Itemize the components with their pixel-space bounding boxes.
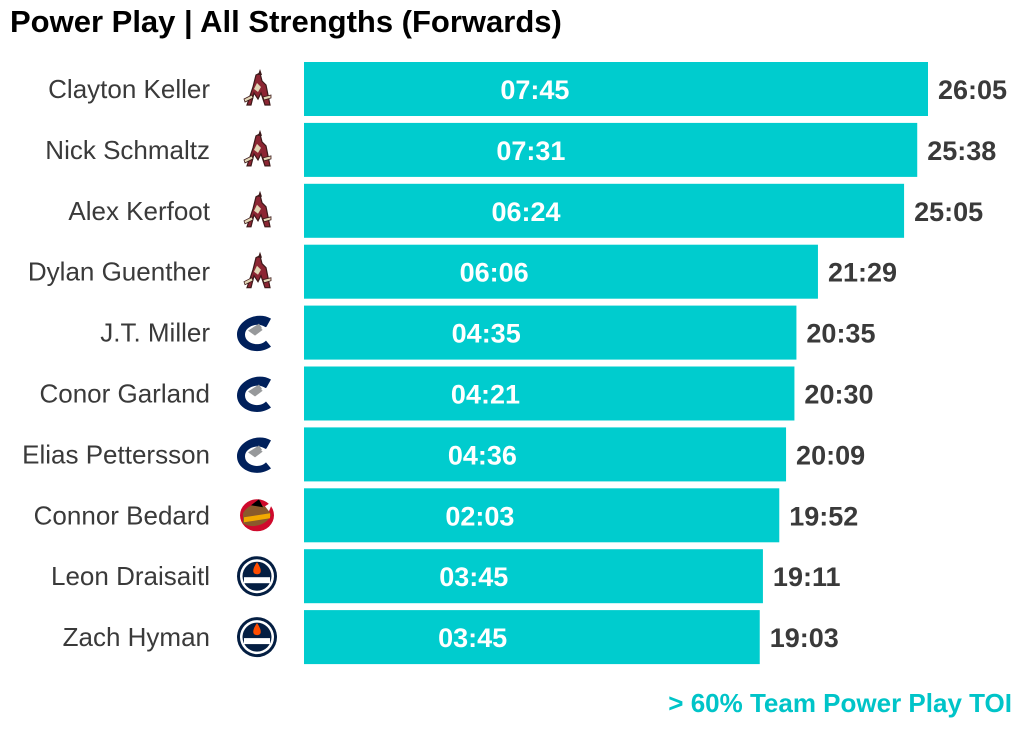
chart-title: Power Play | All Strengths (Forwards) [10, 4, 562, 39]
total-toi-label: 26:05 [938, 75, 1007, 105]
toi-bar [304, 549, 763, 604]
toi-bar [304, 183, 905, 238]
total-toi-label: 19:11 [773, 562, 841, 592]
footnote: > 60% Team Power Play TOI [668, 688, 1012, 718]
pp-toi-label: 03:45 [438, 623, 507, 653]
pp-toi-label: 03:45 [439, 562, 508, 592]
toi-bar [304, 610, 760, 665]
coyotes-logo-icon [243, 190, 272, 228]
total-toi-label: 20:35 [806, 319, 875, 349]
toi-bar [304, 366, 795, 421]
pp-toi-label: 02:03 [445, 501, 514, 531]
coyotes-logo-icon [243, 68, 272, 106]
toi-bar [304, 427, 787, 482]
toi-bar [304, 244, 818, 299]
toi-bar [304, 62, 928, 116]
pp-toi-label: 04:35 [452, 319, 521, 349]
pp-toi-label: 06:06 [460, 258, 529, 288]
coyotes-logo-icon [243, 129, 272, 167]
player-name-label: J.T. Miller [100, 318, 210, 348]
total-toi-label: 19:03 [770, 623, 839, 653]
canucks-logo-icon [237, 437, 271, 473]
player-name-label: Zach Hyman [63, 622, 210, 652]
oilers-logo-icon [237, 556, 277, 597]
player-name-label: Alex Kerfoot [68, 196, 210, 226]
canucks-logo-icon [237, 315, 271, 352]
pp-toi-label: 04:36 [448, 440, 517, 470]
coyotes-logo-icon [243, 251, 272, 289]
pp-toi-label: 07:45 [500, 75, 569, 105]
pp-toi-label: 07:31 [496, 136, 565, 166]
toi-bar [304, 488, 780, 543]
player-name-label: Conor Garland [39, 379, 210, 409]
pp-toi-label: 04:21 [451, 380, 520, 410]
oilers-logo-icon [237, 617, 277, 658]
total-toi-label: 20:09 [796, 440, 865, 470]
player-name-label: Dylan Guenther [28, 257, 210, 287]
player-name-label: Nick Schmaltz [45, 135, 210, 165]
total-toi-label: 25:05 [914, 197, 983, 227]
toi-bar [304, 305, 797, 360]
pp-toi-label: 06:24 [491, 197, 560, 227]
player-name-label: Elias Pettersson [22, 439, 210, 469]
player-name-label: Clayton Keller [48, 74, 210, 104]
player-name-label: Connor Bedard [34, 500, 210, 530]
total-toi-label: 20:30 [804, 380, 873, 410]
canucks-logo-icon [237, 376, 271, 412]
player-name-label: Leon Draisaitl [51, 561, 210, 591]
total-toi-label: 25:38 [927, 136, 996, 166]
total-toi-label: 21:29 [828, 258, 897, 288]
toi-bar [304, 122, 918, 177]
blackhawks-logo-icon [240, 499, 274, 532]
total-toi-label: 19:52 [789, 501, 858, 531]
